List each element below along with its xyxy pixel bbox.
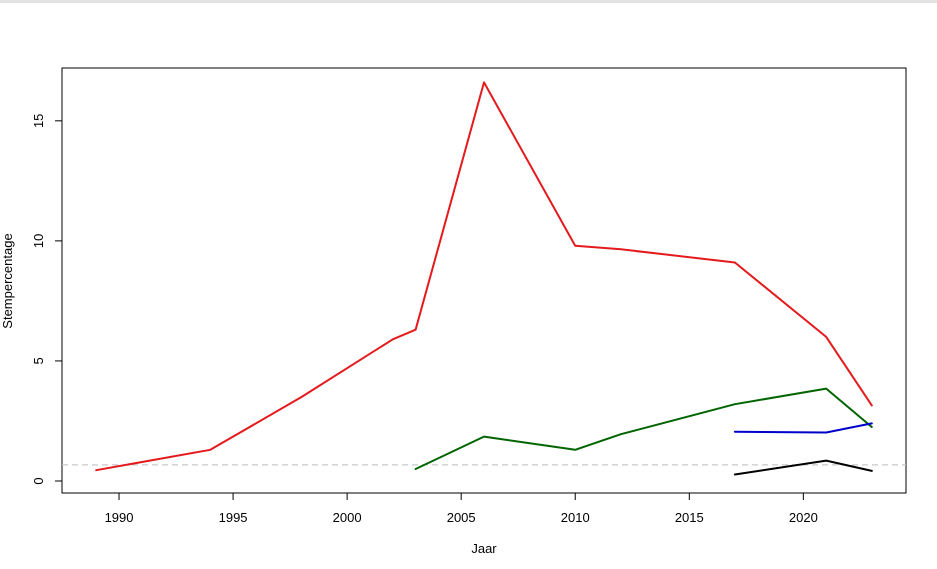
y-tick-label: 0: [31, 477, 46, 484]
series-line-1: [95, 81, 873, 472]
y-axis-label: Stempercentage: [0, 233, 15, 328]
x-tick-label: 1990: [105, 510, 134, 525]
y-axis: 0 5 10 15: [31, 114, 63, 485]
x-tick-label: 2000: [333, 510, 362, 525]
series-line-3: [733, 422, 873, 434]
x-tick-label: 1995: [219, 510, 248, 525]
x-axis: 1990 1995 2000 2005 2010 2015 2020: [105, 492, 818, 525]
x-tick-label: 2020: [789, 510, 818, 525]
top-border: [0, 0, 937, 3]
y-tick-label: 10: [31, 234, 46, 248]
x-tick-label: 2010: [561, 510, 590, 525]
series-line-2: [414, 387, 873, 470]
x-tick-label: 2005: [447, 510, 476, 525]
plot-frame: [61, 67, 907, 494]
series-layer: [95, 81, 873, 476]
y-tick-label: 5: [31, 357, 46, 364]
x-axis-label: Jaar: [471, 541, 497, 556]
x-tick-label: 2015: [675, 510, 704, 525]
series-line-4: [733, 459, 873, 476]
y-tick-label: 15: [31, 114, 46, 128]
